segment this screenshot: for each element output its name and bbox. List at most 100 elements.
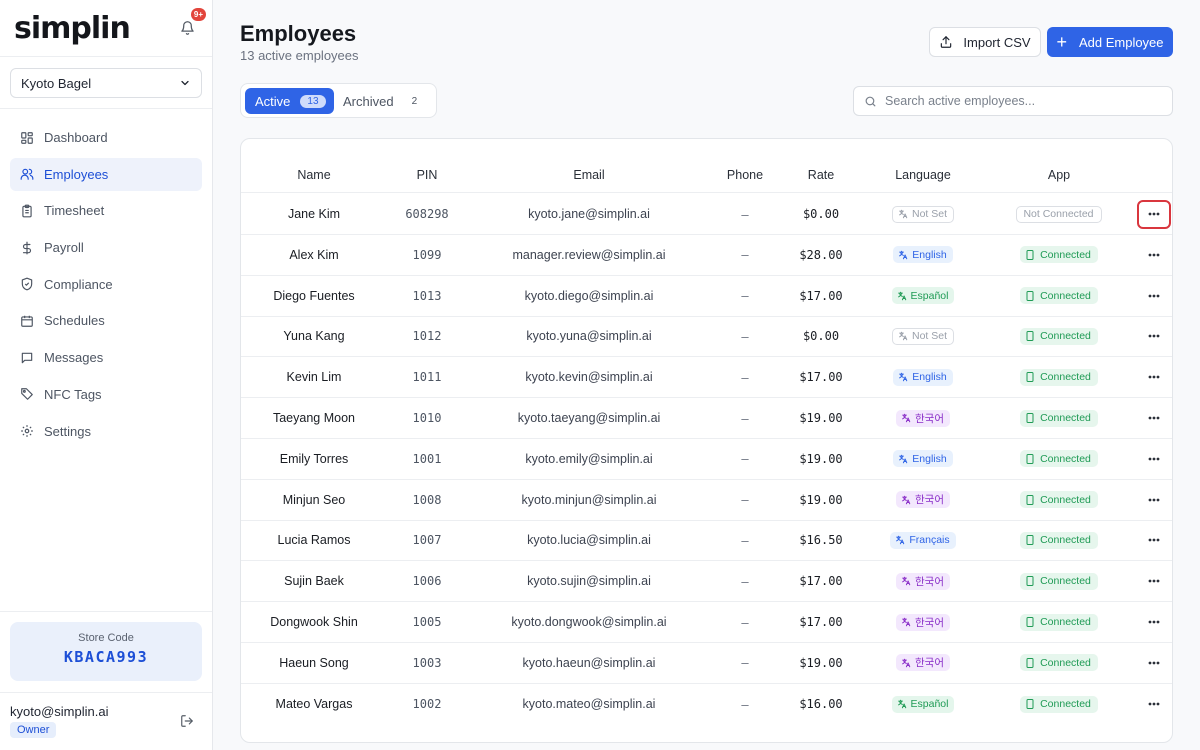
table-row[interactable]: Yuna Kang 1012 kyoto.yuna@simplin.ai – $0.00…: [241, 316, 1172, 358]
row-actions-button[interactable]: [1137, 444, 1171, 473]
table-row[interactable]: Emily Torres 1001 kyoto.emily@simplin.ai – $…: [241, 439, 1172, 480]
more-horizontal-icon: [1148, 498, 1159, 501]
column-header-phone: Phone: [726, 167, 764, 182]
employee-phone: –: [741, 288, 749, 304]
sidebar-item-dashboard[interactable]: Dashboard: [10, 121, 202, 154]
employee-name: Jane Kim: [287, 207, 341, 221]
row-actions-button[interactable]: [1137, 240, 1171, 269]
employee-email: kyoto.diego@simplin.ai: [524, 288, 654, 303]
table-row[interactable]: Sujin Baek 1006 kyoto.sujin@simplin.ai – $17…: [241, 561, 1172, 603]
row-actions-button[interactable]: [1137, 281, 1171, 310]
app-status-label: Connected: [1040, 452, 1091, 465]
sidebar-item-settings[interactable]: Settings: [10, 415, 202, 448]
table-row[interactable]: Mateo Vargas 1002 kyoto.mateo@simplin.ai – $…: [241, 684, 1172, 725]
employee-pin: 1012: [412, 329, 442, 344]
app-status-label: Connected: [1040, 248, 1091, 261]
translate-icon: [897, 291, 906, 300]
store-selector[interactable]: Kyoto Bagel: [10, 68, 202, 98]
more-horizontal-icon: [1148, 579, 1159, 583]
sidebar-item-payroll[interactable]: Payroll: [10, 231, 202, 264]
row-actions-button[interactable]: [1137, 526, 1171, 555]
sidebar-item-timesheet[interactable]: Timesheet: [10, 194, 202, 227]
notification-badge: 9+: [190, 8, 206, 21]
sidebar-item-label: Schedules: [44, 313, 105, 329]
employee-pin: 1099: [412, 247, 442, 262]
users-icon: [20, 168, 34, 181]
translate-icon: [902, 617, 911, 627]
page-subtitle: 13 active employees: [240, 48, 359, 63]
employee-phone: –: [741, 532, 749, 548]
calendar-icon: [21, 315, 33, 327]
employee-name: Dongwook Shin: [270, 615, 358, 629]
row-actions-button[interactable]: [1137, 485, 1171, 514]
phone-icon: [1026, 249, 1034, 260]
import-csv-button[interactable]: Import CSV: [929, 27, 1041, 57]
employee-pin: 1002: [412, 697, 442, 712]
employee-rate: $0.00: [802, 329, 840, 344]
employee-name: Taeyang Moon: [272, 411, 355, 425]
row-actions-button[interactable]: [1137, 648, 1171, 677]
status-tabs: Active 13 Archived 2: [240, 83, 437, 118]
sidebar-item-employees[interactable]: Employees: [10, 157, 202, 191]
table-row[interactable]: Jane Kim 608298 kyoto.jane@simplin.ai – $0.0…: [241, 194, 1172, 235]
table-row[interactable]: Dongwook Shin 1005 kyoto.dongwook@simplin.…: [241, 602, 1172, 643]
row-actions-button[interactable]: [1137, 690, 1171, 719]
table-row[interactable]: Minjun Seo 1008 kyoto.minjun@simplin.ai – $1…: [241, 480, 1172, 521]
table-row[interactable]: Alex Kim 1099 manager.review@simplin.ai – $2…: [241, 235, 1172, 276]
employee-email: kyoto.emily@simplin.ai: [525, 451, 653, 466]
table-row[interactable]: Taeyang Moon 1010 kyoto.taeyang@simplin.ai…: [241, 398, 1172, 439]
row-actions-button[interactable]: [1137, 322, 1171, 351]
tab-archived[interactable]: Archived 2: [343, 88, 417, 114]
sidebar-item-schedules[interactable]: Schedules: [10, 304, 202, 337]
employee-email: kyoto.jane@simplin.ai: [528, 207, 650, 221]
language-badge: 한국어: [896, 654, 950, 672]
sidebar-item-label: Compliance: [44, 276, 113, 292]
translate-icon: [897, 699, 906, 709]
sidebar-item-nfc-tags[interactable]: NFC Tags: [10, 378, 202, 411]
translate-icon: [902, 576, 911, 586]
app-status-label: Connected: [1040, 616, 1091, 628]
row-actions-button[interactable]: [1137, 608, 1171, 637]
table-row[interactable]: Kevin Lim 1011 kyoto.kevin@simplin.ai – $17.…: [241, 357, 1172, 399]
employee-name: Minjun Seo: [282, 492, 346, 507]
upload-icon: [941, 36, 952, 48]
employee-pin: 1008: [412, 492, 442, 507]
column-header-email: Email: [573, 167, 605, 182]
row-actions-button[interactable]: [1137, 363, 1171, 392]
row-actions-button[interactable]: [1137, 567, 1171, 596]
language-badge: Français: [890, 531, 956, 549]
employee-phone: –: [741, 573, 749, 589]
store-code-label: Store Code: [78, 632, 134, 644]
add-employee-button[interactable]: + Add Employee: [1047, 27, 1173, 57]
search-input[interactable]: [885, 94, 1165, 108]
sidebar-item-label: NFC Tags: [44, 386, 102, 402]
employee-rate: $16.00: [799, 697, 843, 712]
logout-button[interactable]: [180, 714, 194, 731]
table-header: Name PIN Email Phone Rate Language App: [241, 157, 1172, 193]
more-horizontal-icon: [1148, 212, 1159, 216]
language-badge: 한국어: [896, 409, 950, 427]
column-header-language: Language: [895, 167, 951, 182]
notifications-button[interactable]: 9+: [176, 8, 206, 39]
app-status-label: Connected: [1040, 534, 1091, 547]
app-status-badge: Connected: [1020, 450, 1098, 468]
language-badge: English: [893, 246, 953, 264]
table-row[interactable]: Haeun Song 1003 kyoto.haeun@simplin.ai – $19…: [241, 643, 1172, 684]
row-actions-button[interactable]: [1136, 199, 1171, 229]
table-row[interactable]: Diego Fuentes 1013 kyoto.diego@simplin.ai –…: [241, 276, 1172, 317]
app-status-label: Connected: [1040, 289, 1091, 302]
more-horizontal-icon: [1148, 457, 1159, 461]
tab-active[interactable]: Active 13: [245, 88, 334, 114]
table-row[interactable]: Lucia Ramos 1007 kyoto.lucia@simplin.ai – $1…: [241, 520, 1172, 562]
store-code-value[interactable]: KBACA993: [63, 648, 149, 666]
row-actions-button[interactable]: [1137, 404, 1171, 433]
employee-rate: $19.00: [799, 411, 843, 425]
phone-icon: [1026, 413, 1034, 423]
employee-email: kyoto.haeun@simplin.ai: [522, 655, 656, 670]
employee-rate: $0.00: [802, 207, 840, 221]
phone-icon: [1026, 657, 1034, 668]
logo[interactable]: simplin: [14, 10, 131, 46]
user-email: kyoto@simplin.ai: [10, 704, 109, 719]
sidebar-item-messages[interactable]: Messages: [10, 341, 202, 374]
sidebar-item-compliance[interactable]: Compliance: [10, 268, 202, 301]
